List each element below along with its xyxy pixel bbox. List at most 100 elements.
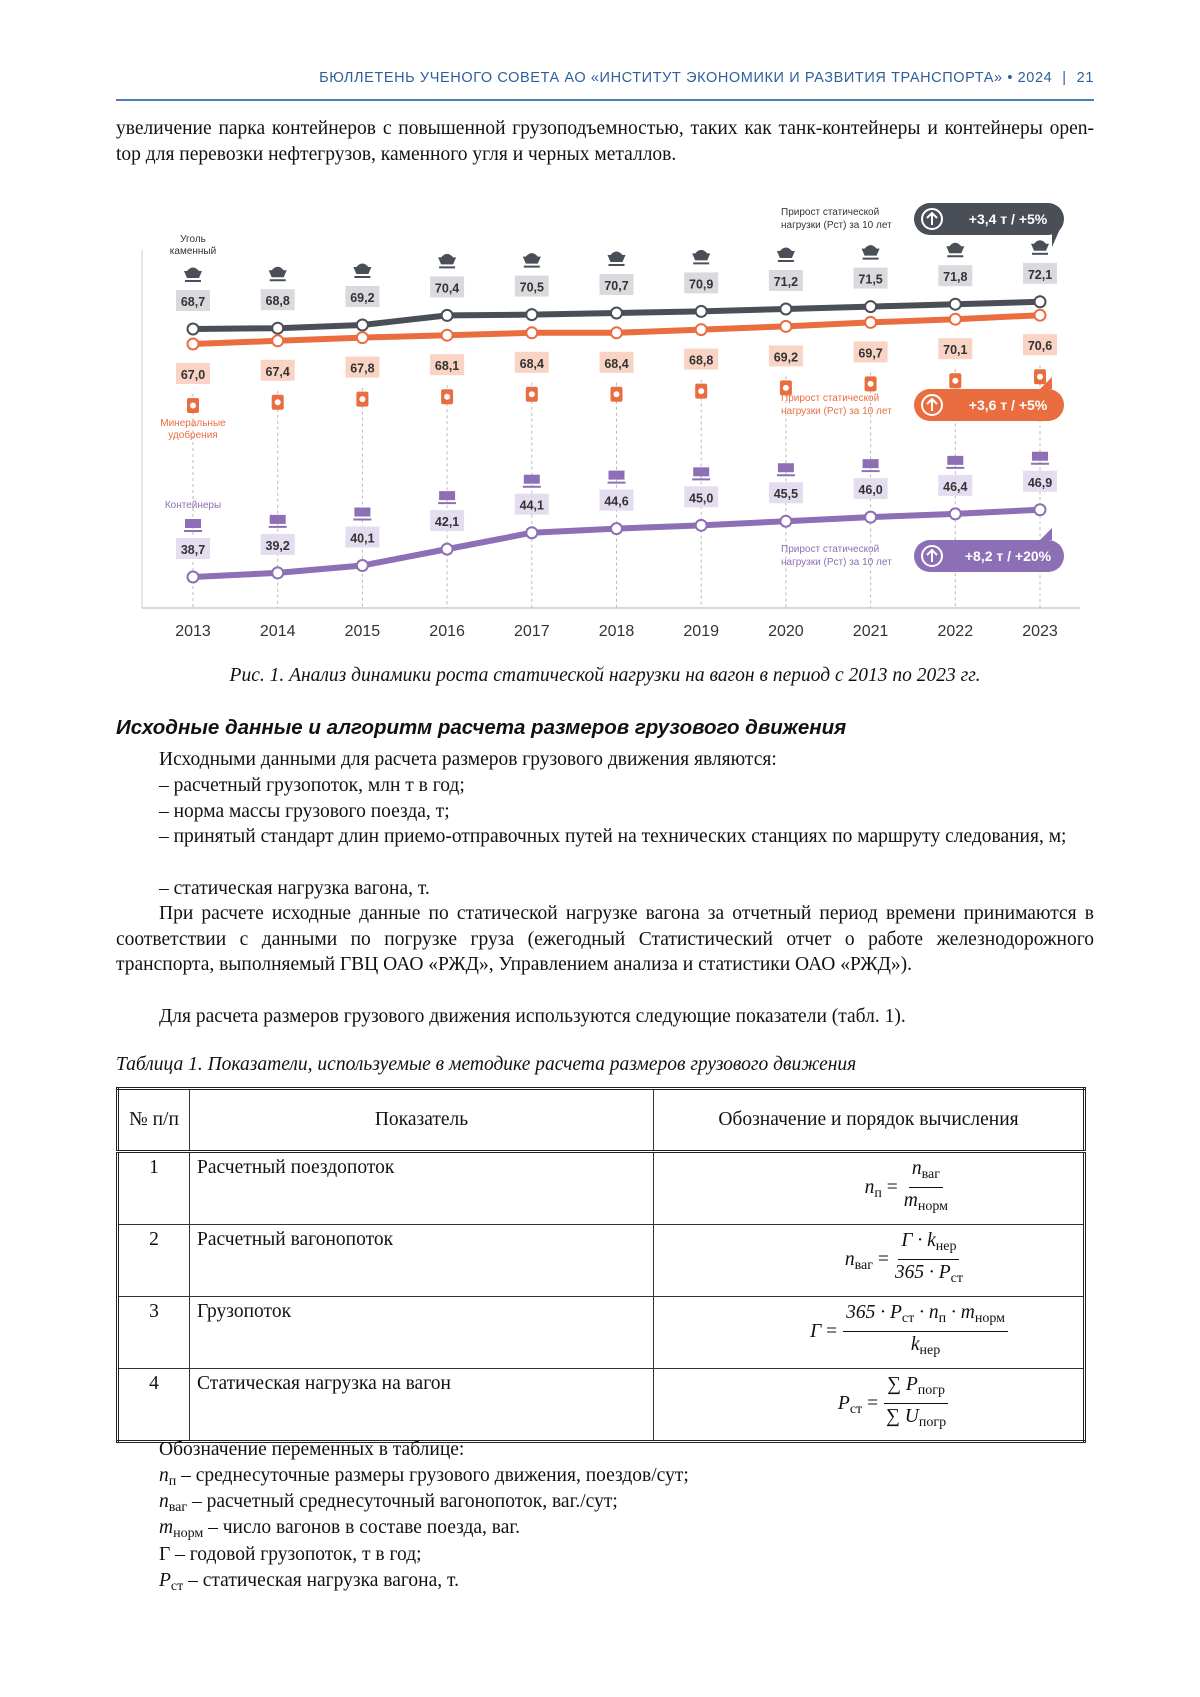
data-label-box bbox=[1023, 262, 1057, 284]
data-label-box bbox=[853, 478, 888, 500]
data-label: 68,7 bbox=[181, 295, 205, 309]
x-tick-label: 2023 bbox=[1022, 623, 1058, 640]
callout-badge bbox=[914, 389, 1064, 421]
data-point bbox=[694, 518, 708, 532]
x-tick-label: 2022 bbox=[938, 623, 974, 640]
row-formula: Г = 365 · Pст · nп · mнорм kнер bbox=[653, 1296, 1085, 1369]
x-tick-label: 2013 bbox=[175, 623, 211, 640]
bag-logo bbox=[867, 380, 874, 387]
coal-wagon-icon bbox=[776, 247, 795, 258]
data-label: 42,1 bbox=[435, 515, 459, 529]
data-label-box bbox=[853, 341, 888, 363]
bag-logo bbox=[1037, 373, 1043, 380]
data-label: 45,5 bbox=[774, 487, 798, 501]
data-point bbox=[271, 334, 285, 348]
data-label-box bbox=[260, 359, 295, 381]
table-caption: Таблица 1. Показатели, используемые в ме… bbox=[116, 1054, 857, 1075]
section-heading: Исходные данные и алгоритм расчета разме… bbox=[116, 716, 847, 739]
data-label-box bbox=[768, 270, 803, 291]
notes-title: Обозначение переменных в таблице: bbox=[159, 1439, 465, 1460]
callout-pointer bbox=[1040, 377, 1052, 389]
series-name: Минеральные bbox=[160, 418, 226, 429]
data-point bbox=[948, 507, 962, 521]
row-number: 1 bbox=[117, 1151, 190, 1225]
data-point bbox=[779, 319, 793, 333]
data-label: 67,8 bbox=[350, 362, 374, 376]
data-point bbox=[610, 326, 623, 340]
list-item: – статическая нагрузка вагона, т. bbox=[159, 878, 430, 899]
running-header: БЮЛЛЕТЕНЬ УЧЕНОГО СОВЕТА АО «ИНСТИТУТ ЭК… bbox=[116, 70, 1094, 86]
container-flatcar-icon bbox=[439, 491, 456, 501]
series-line bbox=[192, 506, 1041, 580]
container-flatcar-icon bbox=[1032, 451, 1048, 461]
bag-logo bbox=[359, 396, 366, 403]
callout-text: нагрузки (Pст) за 10 лет bbox=[781, 220, 892, 231]
data-label-box bbox=[260, 533, 295, 555]
data-point bbox=[186, 337, 200, 351]
data-point bbox=[948, 312, 962, 326]
note-item: nп – среднесуточные размеры грузового дв… bbox=[159, 1465, 689, 1489]
data-point bbox=[525, 308, 539, 322]
data-point bbox=[525, 326, 539, 340]
static-load-chart: 2013 2014 2015 2016 2017 2018 2019 2020 2021 2022… bbox=[141, 203, 1080, 640]
series-name: Контейнеры bbox=[165, 500, 221, 511]
data-label: 70,6 bbox=[1028, 339, 1052, 353]
data-label-box bbox=[514, 275, 549, 297]
data-label: 70,4 bbox=[435, 281, 459, 295]
data-label-box bbox=[1023, 470, 1057, 492]
data-point bbox=[355, 331, 369, 345]
coal-wagon-icon bbox=[1031, 240, 1049, 251]
list-item: – норма массы грузового поезда, т; bbox=[159, 801, 450, 822]
data-label-box bbox=[599, 274, 634, 295]
figure-caption: Рис. 1. Анализ динамики роста статическо… bbox=[229, 665, 981, 686]
intro-paragraph: увеличение парка контейнеров с повышенно… bbox=[116, 118, 1094, 165]
data-label: 46,4 bbox=[943, 480, 967, 494]
container-flatcar-icon bbox=[269, 514, 286, 524]
coal-wagon-icon bbox=[946, 242, 965, 254]
data-label: 68,4 bbox=[520, 357, 544, 371]
row-indicator: Расчетный поездопоток bbox=[189, 1151, 654, 1225]
x-tick-label: 2020 bbox=[768, 623, 804, 640]
note-item: Pст – статическая нагрузка вагона, т. bbox=[159, 1570, 459, 1594]
note-item: Г – годовой грузопоток, т в год; bbox=[159, 1544, 422, 1565]
data-label-box bbox=[768, 345, 803, 367]
data-label: 71,2 bbox=[774, 275, 798, 289]
bag-logo bbox=[444, 393, 451, 400]
data-point bbox=[864, 510, 878, 524]
data-label-box bbox=[599, 351, 634, 373]
data-label-box bbox=[938, 338, 973, 360]
data-label-box bbox=[938, 474, 973, 496]
data-point bbox=[864, 300, 878, 314]
indicators-table: № п/п Показатель Обозначение и порядок в… bbox=[116, 1087, 1086, 1443]
callout-pointer bbox=[1040, 528, 1052, 540]
container-flatcar-icon bbox=[608, 470, 625, 480]
callout-badge bbox=[914, 540, 1064, 572]
data-label-box bbox=[260, 289, 295, 311]
data-label: 45,0 bbox=[689, 491, 713, 505]
data-label: 67,0 bbox=[181, 368, 205, 382]
data-label: 68,4 bbox=[604, 357, 628, 371]
data-point bbox=[1033, 295, 1047, 309]
bag-logo bbox=[782, 384, 789, 391]
data-label-box bbox=[430, 276, 465, 298]
data-label: 70,1 bbox=[943, 343, 967, 357]
row-number: 3 bbox=[117, 1296, 190, 1369]
x-tick-label: 2016 bbox=[429, 623, 465, 640]
header-rule bbox=[116, 99, 1094, 101]
x-tick-label: 2014 bbox=[260, 623, 296, 640]
callout-text: нагрузки (Pст) за 10 лет bbox=[781, 406, 892, 417]
data-label-box bbox=[345, 526, 380, 548]
data-point bbox=[271, 566, 285, 580]
table-row: 3 Грузопоток Г = 365 · Pст · nп · mнорм kн… bbox=[117, 1296, 1085, 1369]
header-indicator: Показатель bbox=[189, 1088, 654, 1152]
table-row: 2 Расчетный вагонопоток nваг = Г · kнер 36… bbox=[117, 1224, 1085, 1297]
header-formula: Обозначение и порядок вычисления bbox=[653, 1088, 1085, 1152]
row-indicator: Грузопоток bbox=[189, 1296, 654, 1369]
callout-text: Прирост статической bbox=[781, 207, 879, 218]
list-item: – принятый стандарт длин приемо-отправоч… bbox=[159, 826, 1067, 847]
data-label: 72,1 bbox=[1028, 268, 1052, 282]
data-label: 39,2 bbox=[266, 539, 290, 553]
coal-wagon-icon bbox=[522, 253, 541, 264]
data-label: 68,8 bbox=[266, 294, 290, 308]
data-point bbox=[1033, 503, 1047, 517]
